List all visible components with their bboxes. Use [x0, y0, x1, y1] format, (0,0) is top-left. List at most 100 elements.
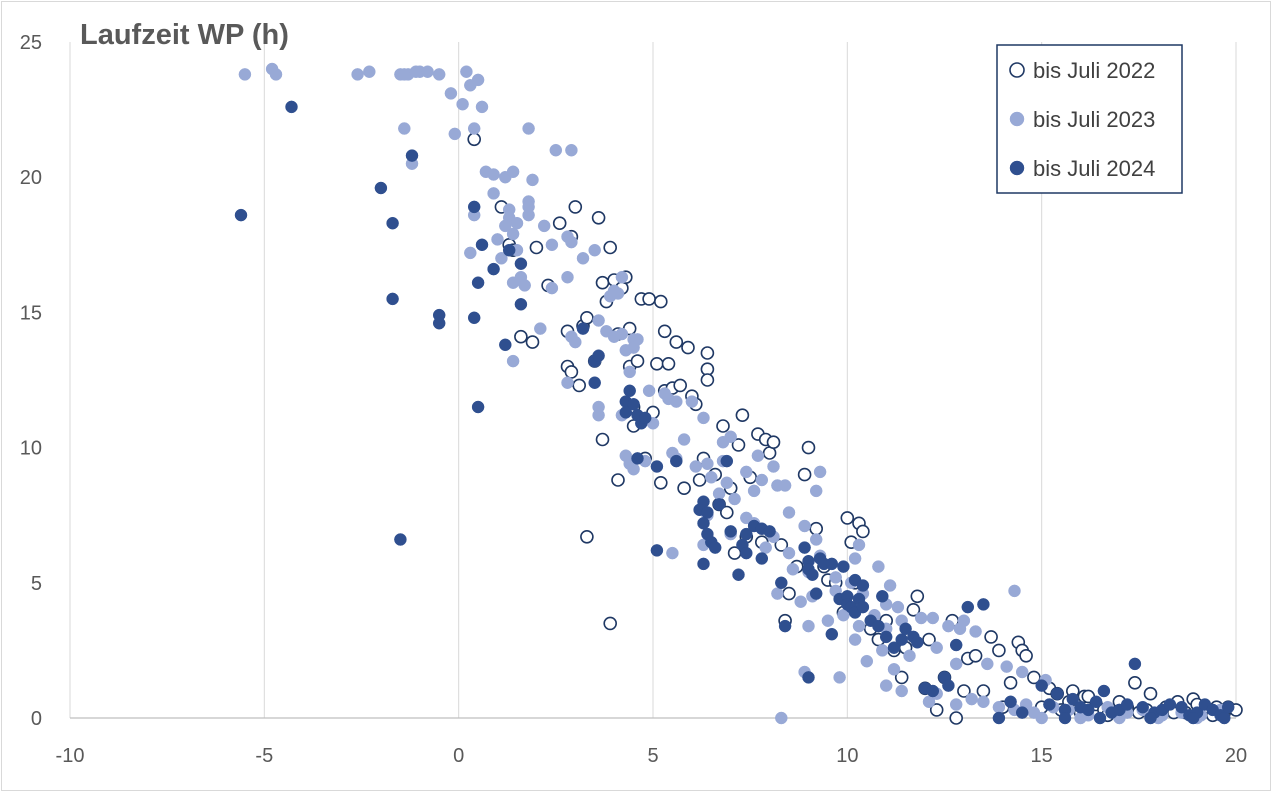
data-point	[809, 533, 823, 546]
data-point	[595, 275, 610, 290]
data-point	[506, 354, 520, 368]
data-point	[740, 465, 753, 479]
data-point	[801, 440, 816, 455]
data-point	[491, 233, 504, 246]
data-point	[716, 419, 730, 433]
data-point	[1175, 700, 1188, 714]
data-point	[514, 257, 528, 270]
data-point	[852, 619, 866, 633]
data-point	[879, 630, 893, 644]
data-point	[747, 484, 761, 498]
data-point	[1136, 700, 1149, 714]
data-point	[778, 479, 792, 492]
data-point	[798, 541, 811, 554]
data-point	[926, 611, 940, 625]
data-point	[1015, 665, 1029, 679]
data-point	[957, 684, 971, 698]
data-point	[545, 238, 559, 252]
data-point	[712, 498, 726, 511]
data-point	[1093, 711, 1107, 725]
data-point	[961, 600, 975, 614]
data-point	[883, 579, 897, 592]
data-point	[1218, 711, 1231, 725]
data-point	[1089, 695, 1103, 709]
legend-label: bis Juli 2023	[1033, 107, 1155, 132]
data-point	[561, 270, 574, 284]
data-point	[732, 568, 745, 581]
data-point	[837, 560, 850, 573]
data-point	[1058, 711, 1072, 725]
data-point	[502, 243, 516, 257]
data-point	[1003, 675, 1018, 690]
data-point	[797, 467, 812, 482]
data-point	[782, 546, 796, 560]
data-point	[957, 614, 971, 627]
data-point	[802, 671, 815, 684]
data-point	[891, 600, 905, 614]
data-point	[467, 132, 482, 147]
data-point	[1050, 687, 1064, 700]
data-point	[592, 349, 605, 362]
data-point	[592, 408, 605, 422]
x-tick-label: -5	[255, 745, 273, 767]
data-point	[766, 435, 781, 450]
data-point	[856, 579, 870, 592]
data-point	[1221, 700, 1235, 714]
series-2	[234, 100, 1235, 725]
data-point	[471, 400, 485, 414]
data-point	[669, 335, 684, 349]
data-point	[592, 314, 605, 327]
data-point	[692, 473, 707, 487]
data-point	[615, 270, 629, 284]
data-point	[456, 97, 469, 111]
data-point	[806, 568, 819, 581]
data-point	[728, 492, 741, 506]
data-point	[1043, 698, 1056, 711]
data-point	[1019, 648, 1033, 663]
data-point	[700, 373, 715, 387]
data-point	[588, 243, 601, 257]
data-point	[499, 338, 512, 352]
data-point	[949, 711, 964, 725]
data-point	[701, 457, 714, 471]
data-point	[653, 294, 668, 309]
data-point	[968, 648, 983, 663]
data-point	[487, 262, 500, 276]
data-point	[895, 633, 908, 646]
data-point	[942, 619, 955, 633]
data-point	[630, 354, 645, 368]
data-point	[499, 219, 512, 233]
x-tick-label: 5	[647, 745, 658, 767]
data-point	[432, 316, 446, 330]
data-point	[642, 384, 656, 398]
data-point	[977, 598, 990, 611]
data-point	[405, 149, 419, 162]
data-point	[623, 384, 636, 398]
data-point	[759, 541, 772, 554]
data-point	[657, 324, 672, 339]
data-point	[930, 641, 943, 654]
data-point	[603, 240, 618, 255]
data-point	[1066, 692, 1080, 706]
data-point	[929, 703, 944, 717]
data-point	[467, 200, 481, 214]
data-point	[1143, 686, 1158, 701]
data-point	[363, 65, 376, 78]
data-point	[911, 636, 924, 649]
data-point	[1120, 698, 1134, 711]
data-point	[374, 181, 388, 195]
data-point	[670, 395, 683, 408]
data-point	[700, 346, 715, 360]
chart-title: Laufzeit WP (h)	[80, 19, 289, 51]
data-point	[755, 473, 769, 487]
y-tick-label: 0	[31, 708, 42, 730]
data-point	[666, 546, 679, 560]
data-point	[495, 252, 508, 265]
data-point	[285, 100, 298, 114]
data-point	[522, 122, 535, 135]
data-point	[992, 711, 1006, 725]
data-point	[537, 219, 551, 233]
data-point	[1128, 675, 1142, 690]
data-point	[677, 481, 691, 496]
data-point	[525, 335, 540, 349]
